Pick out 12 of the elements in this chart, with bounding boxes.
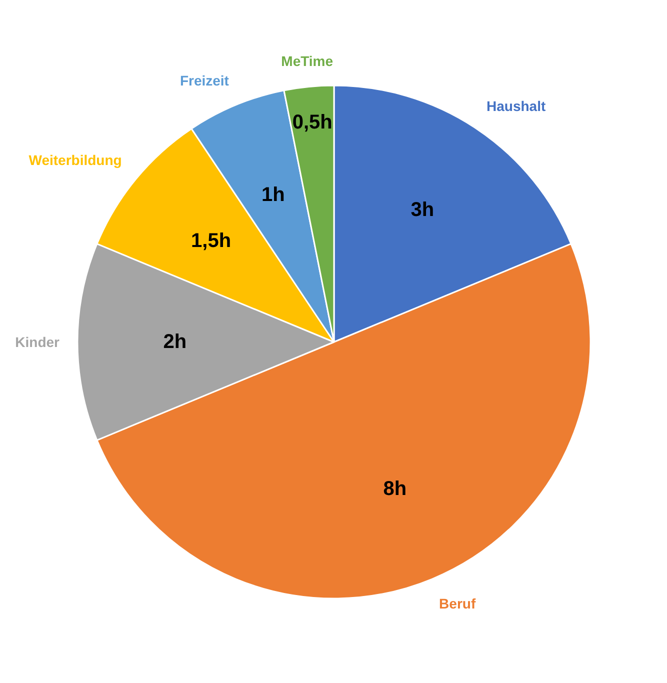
- slice-label: Kinder: [15, 334, 60, 350]
- slice-label: Beruf: [439, 596, 476, 612]
- slice-label: Freizeit: [180, 72, 230, 88]
- data-label: 0,5h: [292, 111, 332, 134]
- data-label: 3h: [410, 198, 434, 221]
- data-label: 1,5h: [191, 230, 232, 252]
- data-label: 2h: [163, 331, 187, 353]
- slice-label: MeTime: [281, 52, 334, 69]
- slice-label: Weiterbildung: [28, 152, 122, 168]
- slice-label: Haushalt: [486, 98, 546, 114]
- data-label: 8h: [383, 478, 407, 500]
- data-label: 1h: [261, 184, 285, 206]
